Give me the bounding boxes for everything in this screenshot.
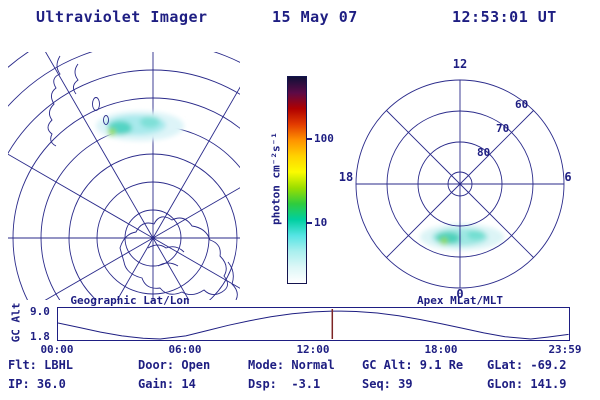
status-ip: IP: 36.0 bbox=[8, 377, 66, 391]
status-mode: Mode: Normal bbox=[248, 358, 335, 372]
strip-xtick-2359: 23:59 bbox=[548, 343, 582, 356]
strip-xtick-1800: 18:00 bbox=[424, 343, 458, 356]
polar-aurora-emission bbox=[420, 224, 504, 250]
gc-alt-strip-chart bbox=[57, 307, 570, 341]
strip-ytick-top: 9.0 bbox=[30, 305, 50, 318]
gc-alt-curve bbox=[58, 310, 569, 340]
mlt-label-12: 12 bbox=[452, 57, 468, 71]
status-door: Door: Open bbox=[138, 358, 211, 372]
strip-xtick-0600: 06:00 bbox=[168, 343, 202, 356]
strip-ytick-bottom: 1.8 bbox=[30, 330, 50, 343]
status-gc-alt: GC Alt: 9.1 Re bbox=[362, 358, 464, 372]
strip-xtick-0000: 00:00 bbox=[40, 343, 74, 356]
colorbar-tick-label-lower: 10 bbox=[314, 216, 328, 229]
polar-panel-caption: Apex MLat/MLT bbox=[416, 294, 504, 307]
status-dsp: Dsp: -3.1 bbox=[248, 377, 321, 391]
colorbar-tick-100 bbox=[307, 138, 312, 140]
app-title: Ultraviolet Imager bbox=[36, 8, 208, 26]
status-glon: GLon: 141.9 bbox=[487, 377, 567, 391]
status-glat: GLat: -69.2 bbox=[487, 358, 567, 372]
mlat-ring-label-70: 70 bbox=[496, 122, 510, 135]
mlt-label-0: 0 bbox=[456, 287, 464, 301]
mlt-label-6: 6 bbox=[564, 170, 572, 184]
strip-xtick-1200: 12:00 bbox=[296, 343, 330, 356]
gc-alt-curve-svg bbox=[58, 309, 569, 340]
time-label: 12:53:01 UT bbox=[452, 8, 557, 26]
status-seq: Seq: 39 bbox=[362, 377, 413, 391]
mlt-label-18: 18 bbox=[338, 170, 354, 184]
colorbar-tick-label-upper: 100 bbox=[314, 132, 334, 145]
date-label: 15 May 07 bbox=[272, 8, 358, 26]
geographic-map bbox=[8, 52, 240, 300]
strip-ylabel: GC Alt bbox=[9, 302, 23, 343]
map-aurora-emission bbox=[96, 111, 184, 141]
apex-mlat-mlt-dial bbox=[355, 79, 565, 289]
mlat-ring-label-80: 80 bbox=[477, 146, 491, 159]
colorbar-units-label: photon cm⁻²s⁻¹ bbox=[269, 132, 283, 225]
status-flt: Flt: LBHL bbox=[8, 358, 74, 372]
colorbar-gradient bbox=[287, 76, 307, 284]
polar-grid bbox=[355, 79, 565, 289]
map-panel-caption: Geographic Lat/Lon bbox=[70, 294, 190, 307]
colorbar-tick-10 bbox=[307, 222, 312, 224]
status-gain: Gain: 14 bbox=[138, 377, 196, 391]
map-coastlines bbox=[47, 55, 238, 300]
mlat-ring-label-60: 60 bbox=[515, 98, 529, 111]
